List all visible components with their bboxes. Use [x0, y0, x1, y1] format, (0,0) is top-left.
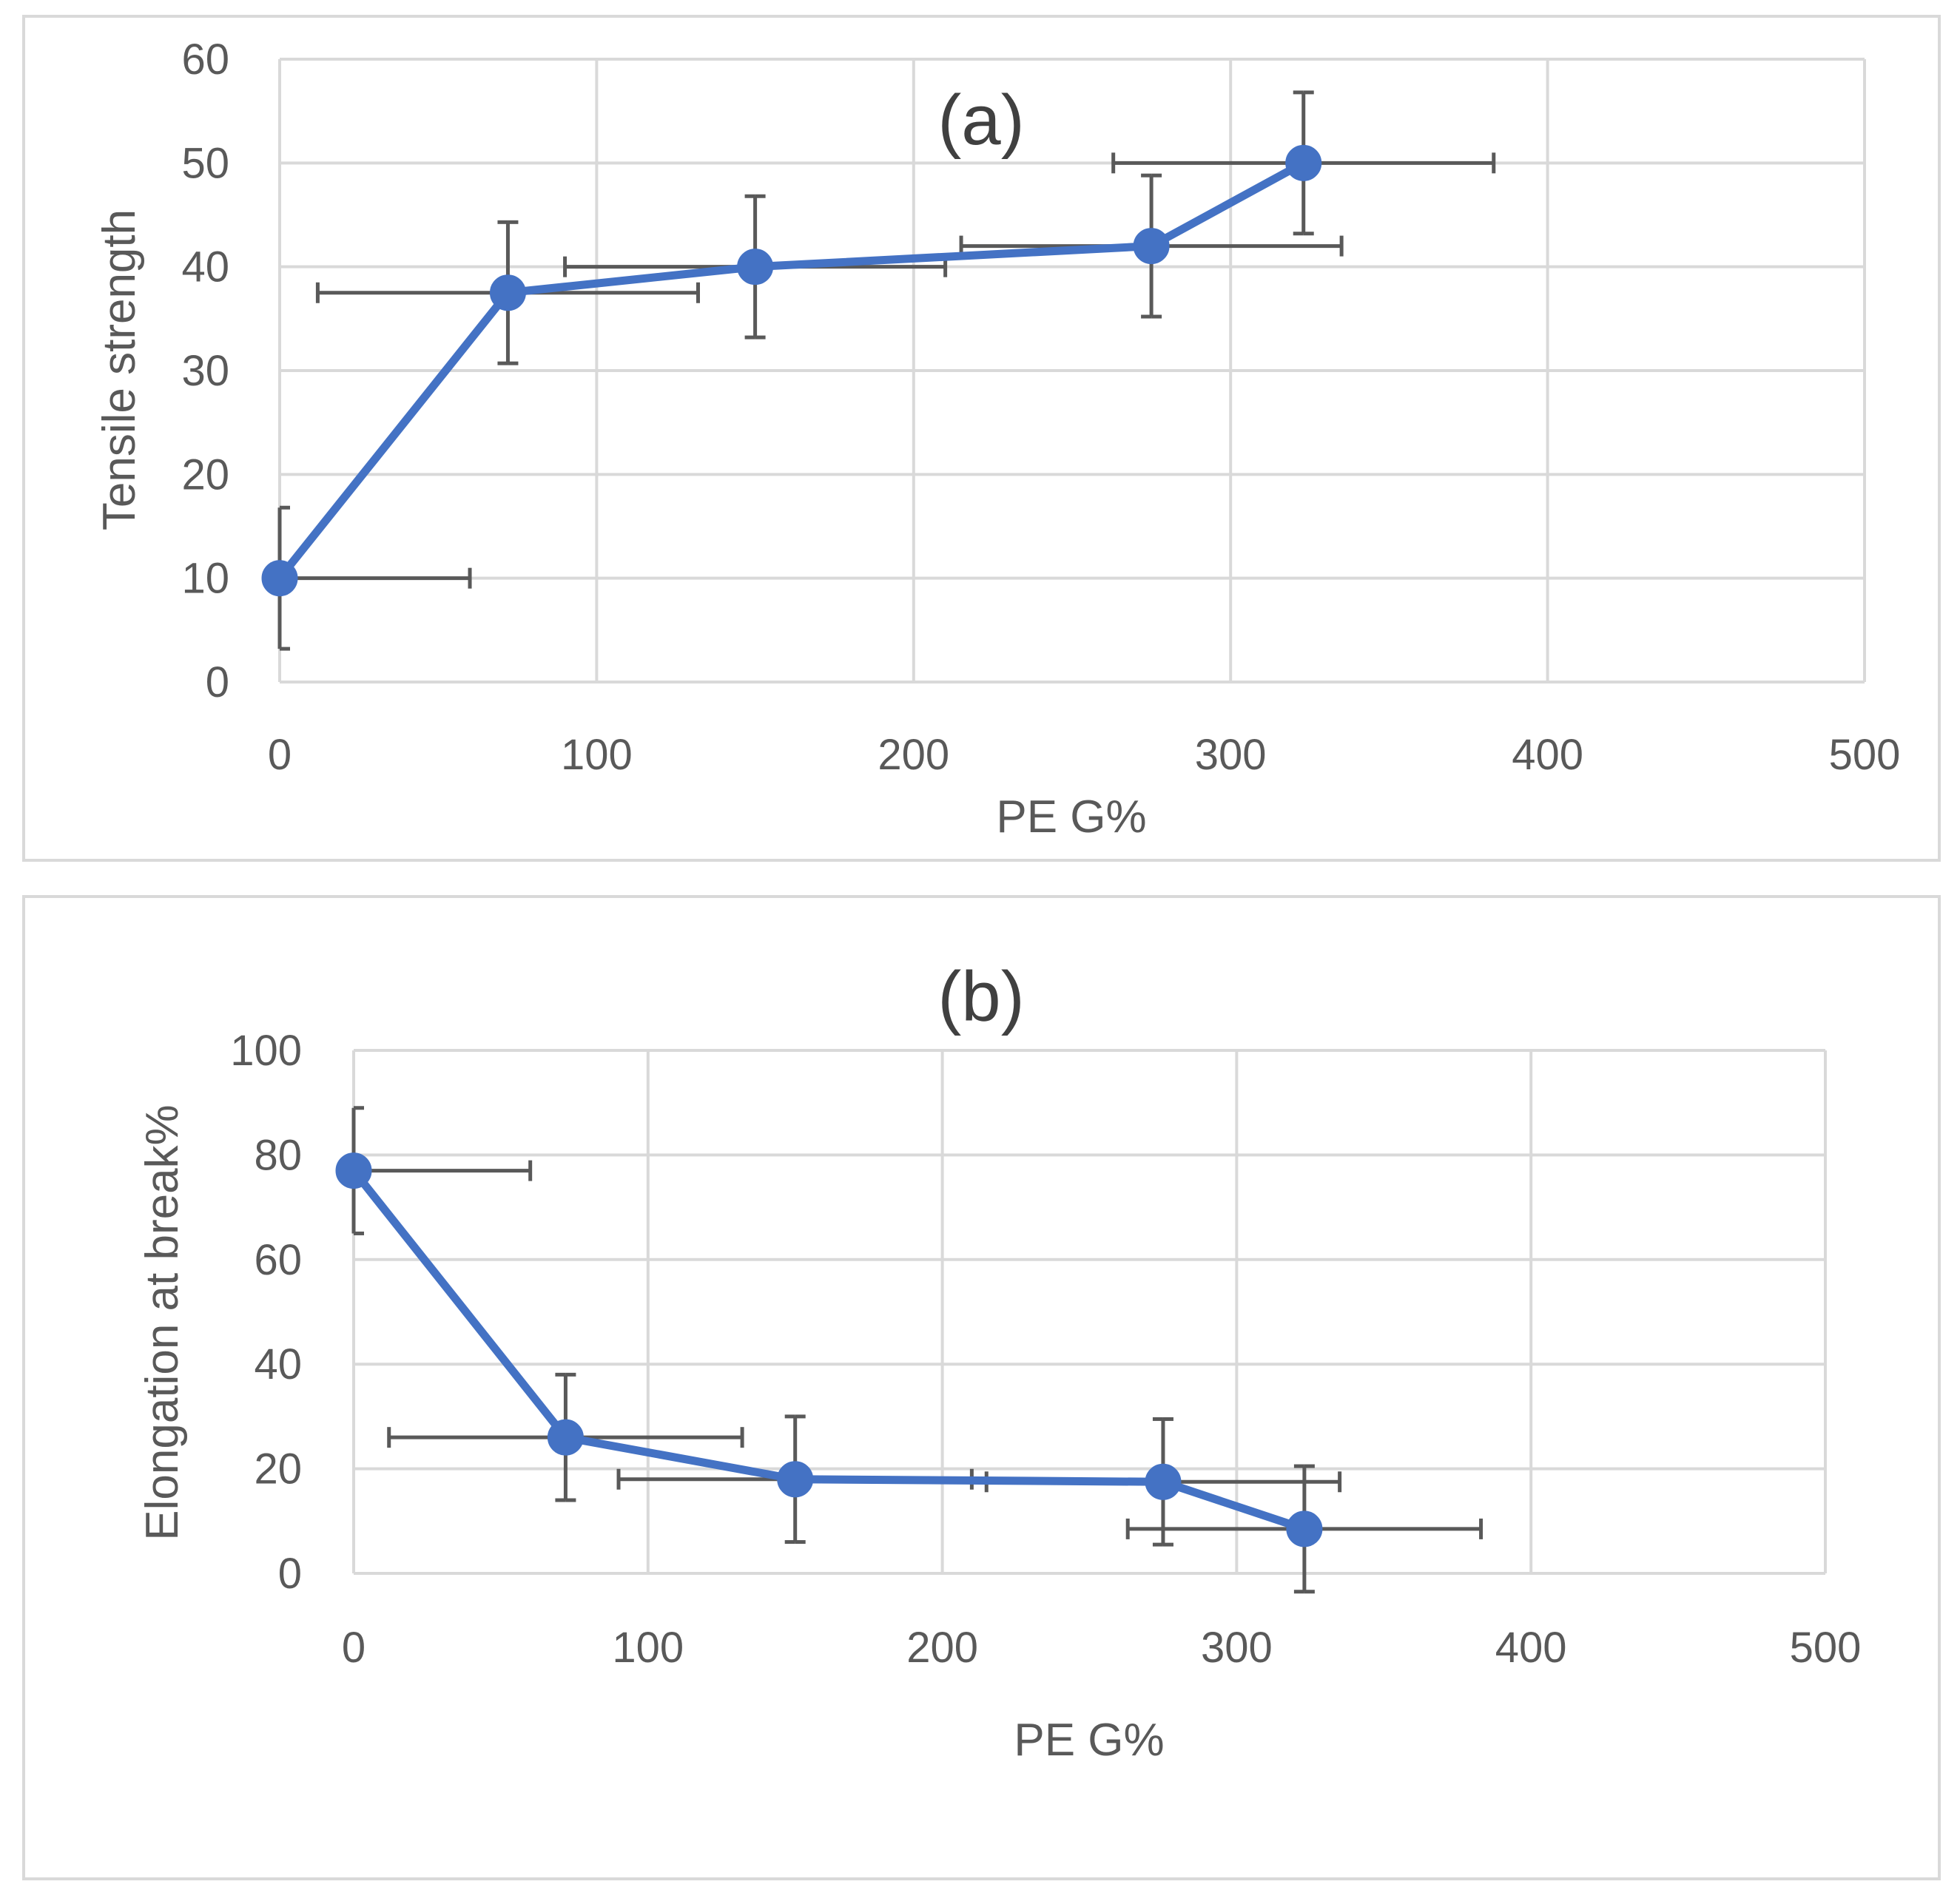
chart-b-y-tick-label-4: 80 — [254, 1131, 302, 1179]
chart-b-series — [335, 1152, 1323, 1547]
chart-a-y-tick-label-5: 50 — [181, 139, 229, 187]
chart-b-y-tick-label-0: 0 — [278, 1550, 302, 1598]
chart-a-x-tick-label-0: 0 — [268, 731, 292, 779]
chart-a-x-tick-label-3: 300 — [1195, 731, 1267, 779]
chart-b-y-tick-label-2: 40 — [254, 1340, 302, 1388]
chart-b-data-point-4 — [1286, 1510, 1323, 1547]
chart-b-y-axis-title: Elongation at break% — [137, 1104, 188, 1540]
chart-b-x-tick-label-1: 100 — [612, 1624, 684, 1672]
chart-a-x-axis-title: PE G% — [996, 791, 1146, 843]
chart-b-x-tick-label-3: 300 — [1201, 1624, 1273, 1672]
chart-a-y-tick-label-3: 30 — [181, 347, 229, 395]
chart-b-y-tick-label-1: 20 — [254, 1445, 302, 1493]
chart-b-x-tick-label-2: 200 — [906, 1624, 978, 1672]
chart-b-x-tick-label-4: 400 — [1495, 1624, 1567, 1672]
chart-a-data-point-2 — [737, 249, 774, 286]
chart-a-x-tick-label-2: 200 — [878, 731, 949, 779]
chart-a-series — [261, 144, 1322, 597]
chart-a-y-tick-label-1: 10 — [181, 555, 229, 603]
chart-a-y-tick-label-4: 40 — [181, 243, 229, 291]
chart-b-y-tick-label-3: 60 — [254, 1236, 302, 1284]
chart-a-data-point-3 — [1133, 228, 1170, 265]
chart-a-title: (a) — [937, 81, 1024, 160]
chart-a-x-tick-label-5: 500 — [1829, 731, 1901, 779]
chart-b: 0 20 40 60 80 100 0 100 200 300 400 500 (b) PE G% E… — [137, 957, 1861, 1766]
chart-a-y-tick-label-6: 60 — [181, 36, 229, 84]
chart-a-x-tick-label-1: 100 — [561, 731, 633, 779]
chart-b-grid — [352, 1049, 1827, 1575]
chart-panel-b — [22, 895, 1941, 1880]
chart-b-data-point-2 — [777, 1461, 814, 1498]
chart-b-tick-labels: 0 20 40 60 80 100 0 100 200 300 400 500 — [230, 1027, 1861, 1672]
chart-a-data-point-1 — [489, 274, 526, 311]
chart-b-data-point-1 — [547, 1419, 584, 1456]
chart-b-data-point-3 — [1145, 1463, 1182, 1500]
chart-a-data-point-0 — [261, 560, 298, 597]
chart-b-x-tick-label-5: 500 — [1790, 1624, 1862, 1672]
chart-b-y-tick-label-5: 100 — [230, 1027, 302, 1075]
chart-a-tick-labels: 0 10 20 30 40 50 60 0 100 200 300 400 500 — [181, 36, 1900, 779]
chart-a-x-tick-label-4: 400 — [1512, 731, 1583, 779]
chart-b-x-axis-title: PE G% — [1014, 1715, 1164, 1766]
chart-panel-a — [22, 15, 1941, 862]
chart-a-y-tick-label-0: 0 — [206, 658, 229, 706]
chart-b-x-tick-label-0: 0 — [342, 1624, 366, 1672]
chart-b-data-point-0 — [335, 1152, 372, 1189]
chart-b-title: (b) — [937, 957, 1024, 1036]
chart-a-data-point-4 — [1285, 144, 1322, 181]
chart-a-y-tick-label-2: 20 — [181, 450, 229, 499]
chart-a-grid — [278, 58, 1866, 683]
chart-a-y-axis-title: Tensile strength — [94, 209, 145, 530]
